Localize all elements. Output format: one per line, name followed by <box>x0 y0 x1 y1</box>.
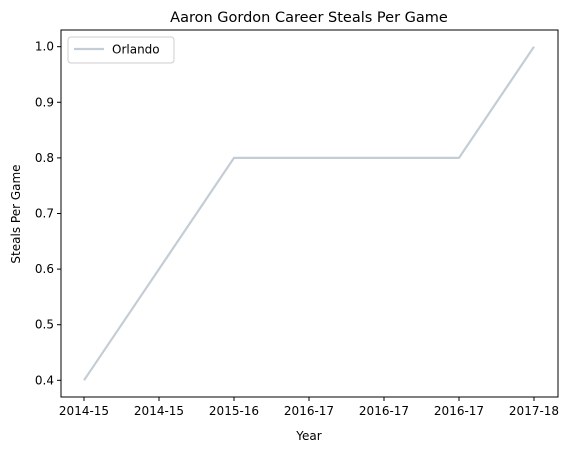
x-axis-label: Year <box>295 429 321 443</box>
chart-title: Aaron Gordon Career Steals Per Game <box>170 10 448 26</box>
x-tick-label: 2014-15 <box>59 404 109 418</box>
y-tick-label: 0.4 <box>35 373 54 387</box>
series-line-orlando <box>83 46 535 381</box>
x-tick-label: 2017-18 <box>509 404 559 418</box>
plot-frame <box>60 29 559 398</box>
x-tick-label: 2016-17 <box>284 404 334 418</box>
y-tick-label: 1.0 <box>35 40 54 54</box>
x-tick-label: 2014-15 <box>134 404 184 418</box>
legend-label-orlando: Orlando <box>112 43 160 57</box>
x-tick-label: 2015-16 <box>209 404 259 418</box>
x-tick-label: 2016-17 <box>359 404 409 418</box>
y-tick-label: 0.5 <box>35 318 54 332</box>
y-tick-label: 0.8 <box>35 151 54 165</box>
legend-box <box>67 36 175 64</box>
y-tick-label: 0.7 <box>35 207 54 221</box>
legend: Orlando <box>67 36 175 64</box>
y-axis-label: Steals Per Game <box>9 164 23 263</box>
y-tick-label: 0.9 <box>35 95 54 109</box>
x-tick-label: 2016-17 <box>434 404 484 418</box>
y-tick-label: 0.6 <box>35 262 54 276</box>
